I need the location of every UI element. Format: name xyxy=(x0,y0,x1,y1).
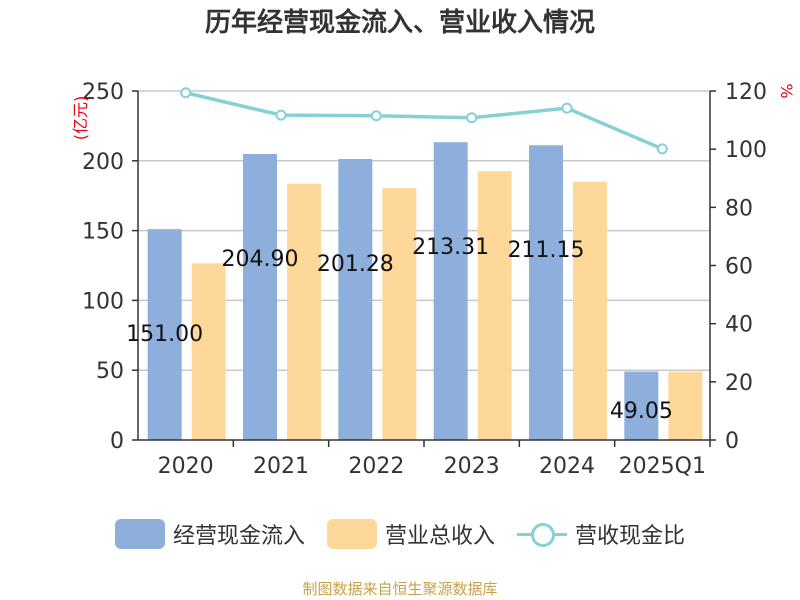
legend: 经营现金流入 营业总收入 营收现金比 xyxy=(0,514,800,554)
left-axis-tick-label: 50 xyxy=(96,359,124,384)
ratio-point xyxy=(656,143,668,155)
bar-cash-inflow xyxy=(338,159,373,440)
bar-cash-inflow xyxy=(147,229,182,440)
left-axis-tick-label: 150 xyxy=(82,220,124,245)
bar-cash-inflow xyxy=(624,371,659,440)
legend-label-cash-inflow: 经营现金流入 xyxy=(172,524,305,549)
legend-item-ratio[interactable]: 营收现金比 xyxy=(517,518,685,550)
right-axis-tick-label: 0 xyxy=(725,429,739,454)
right-axis-tick-label: 80 xyxy=(725,196,753,221)
data-label-cash-inflow: 213.31 xyxy=(412,235,489,260)
grid-lines xyxy=(138,90,710,371)
data-label-cash-inflow: 204.90 xyxy=(222,247,299,272)
data-label-layer: 151.00 204.90 201.28 213.31 211.15 49.05 xyxy=(126,235,673,424)
right-axis-tick-label: 120 xyxy=(725,80,767,105)
bar-revenue xyxy=(573,181,607,441)
axes: 0 50 100 150 200 250 0 20 40 60 80 100 120 (亿元)% 2020 2… xyxy=(71,80,796,479)
chart-title: 历年经营现金流入、营业收入情况 xyxy=(204,8,595,38)
bar-layer xyxy=(147,142,703,441)
right-axis-tick-label: 100 xyxy=(725,138,767,163)
bar-cash-inflow xyxy=(243,153,277,440)
ratio-point xyxy=(466,112,478,124)
right-axis-unit: % xyxy=(777,83,796,98)
ratio-point xyxy=(561,102,573,114)
bar-cash-inflow xyxy=(529,145,563,440)
x-axis-tick-label: 2025Q1 xyxy=(619,454,706,479)
right-axis-tick-label: 60 xyxy=(725,255,753,280)
bar-cash-inflow xyxy=(433,142,468,440)
legend-label-revenue: 营业总收入 xyxy=(384,524,495,549)
ratio-line-layer xyxy=(180,87,668,155)
x-axis-tick-label: 2022 xyxy=(348,454,404,479)
chart-plot: 0 50 100 150 200 250 0 20 40 60 80 100 120 (亿元)% 2020 2… xyxy=(71,80,796,479)
right-axis-tick-label: 20 xyxy=(725,371,753,396)
legend-swatch-revenue xyxy=(326,519,377,549)
source-note: 制图数据来自恒生聚源数据库 xyxy=(302,580,498,598)
x-axis-tick-label: 2020 xyxy=(158,454,214,479)
data-label-cash-inflow: 201.28 xyxy=(317,252,394,277)
ratio-point xyxy=(275,109,287,121)
x-axis-tick-label: 2023 xyxy=(444,454,500,479)
data-label-cash-inflow: 151.00 xyxy=(126,322,203,347)
ratio-point xyxy=(370,110,382,122)
right-axis-tick-label: 40 xyxy=(725,313,753,338)
bar-revenue xyxy=(477,171,512,440)
x-axis-tick-label: 2024 xyxy=(539,454,595,479)
left-axis-unit: (亿元) xyxy=(71,96,90,141)
ratio-point xyxy=(180,87,192,99)
legend-item-cash-inflow[interactable]: 经营现金流入 xyxy=(114,518,305,550)
left-axis-tick-label: 0 xyxy=(110,429,124,454)
bar-revenue xyxy=(287,183,321,441)
left-axis-tick-label: 200 xyxy=(82,150,124,175)
bar-revenue xyxy=(668,371,703,440)
ratio-line xyxy=(185,91,664,151)
bar-revenue xyxy=(191,263,226,440)
left-axis-tick-label: 100 xyxy=(82,289,124,314)
legend-swatch-ratio xyxy=(517,519,567,549)
legend-item-revenue[interactable]: 营业总收入 xyxy=(326,518,495,550)
left-axis-tick-label: 250 xyxy=(82,80,124,105)
legend-swatch-cash-inflow xyxy=(114,519,165,549)
x-axis-tick-label: 2021 xyxy=(253,454,309,479)
data-label-cash-inflow: 49.05 xyxy=(610,399,673,424)
legend-label-ratio: 营收现金比 xyxy=(575,524,686,549)
data-label-cash-inflow: 211.15 xyxy=(508,238,585,263)
bar-revenue xyxy=(382,188,417,440)
